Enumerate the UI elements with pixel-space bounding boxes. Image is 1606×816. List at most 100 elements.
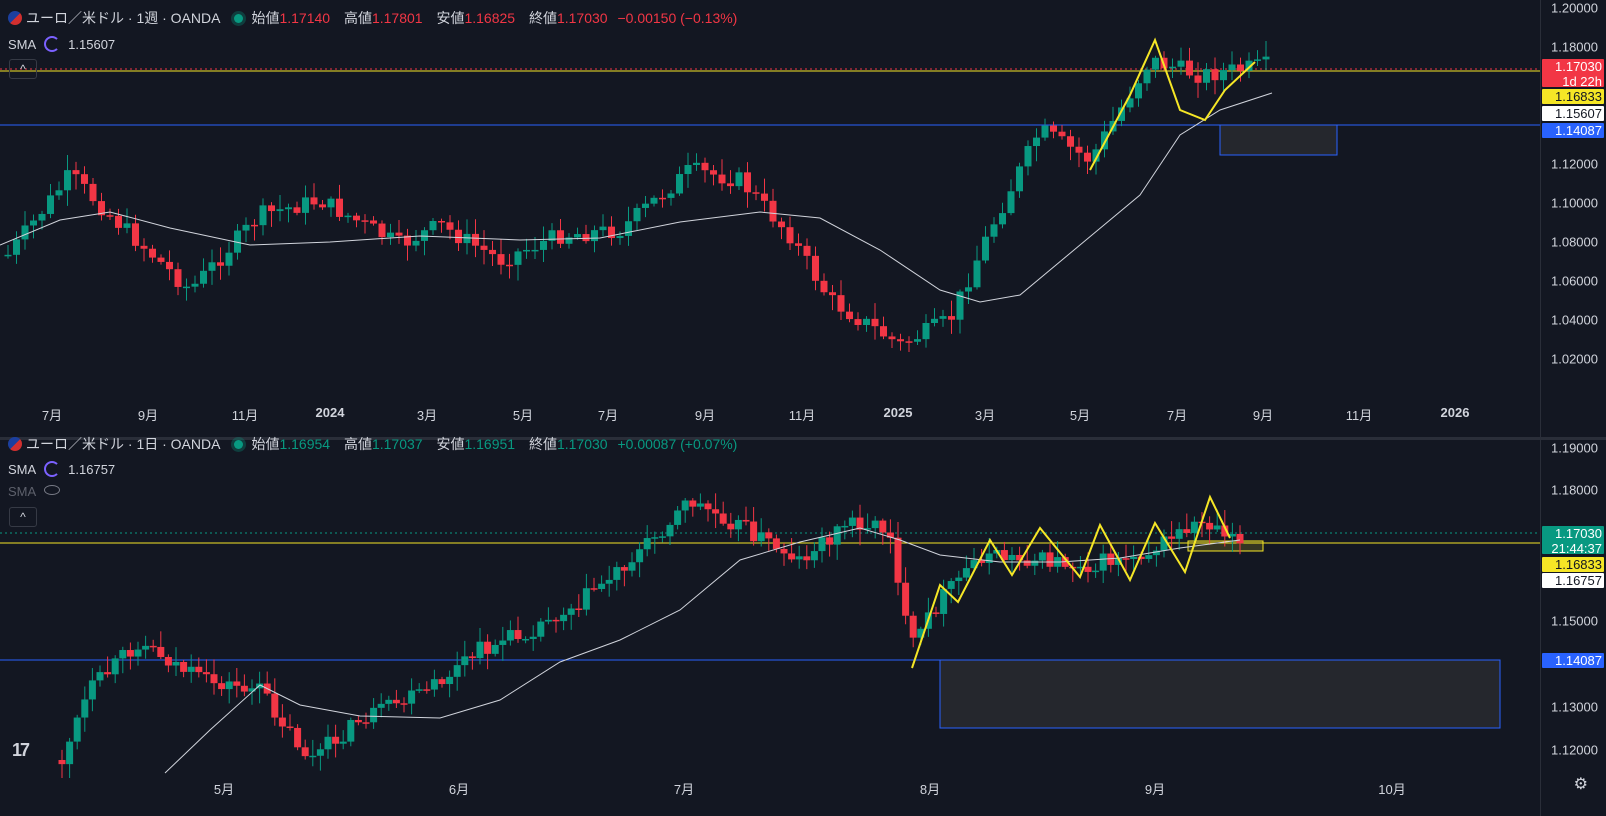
eye-hidden-icon[interactable]: [44, 485, 61, 495]
daily-candle: [582, 588, 590, 610]
daily-candle: [324, 736, 332, 750]
weekly-zigzag-drawing: [1089, 37, 1256, 171]
symbol-title[interactable]: ユーロ／米ドル · 1週 · OANDA: [26, 10, 221, 26]
tradingview-logo-icon[interactable]: 17: [12, 740, 30, 760]
sma-settings-icon-2[interactable]: [44, 461, 61, 477]
daily-candle: [560, 614, 568, 622]
daily-candle: [453, 665, 461, 677]
weekly-candle: [752, 192, 760, 194]
sma-legend[interactable]: SMA 1.15607: [8, 36, 115, 52]
sma-settings-icon[interactable]: [44, 36, 61, 52]
weekly-candle: [183, 286, 190, 289]
daily-candle: [408, 690, 416, 704]
weekly-candle: [769, 200, 777, 222]
weekly-candle: [217, 262, 224, 266]
weekly-candle: [446, 222, 454, 230]
gear-icon[interactable]: ⚙: [1573, 776, 1588, 793]
weekly-candle: [931, 318, 938, 324]
open-value: 1.17140: [279, 10, 331, 26]
collapse-legend-button-daily[interactable]: ^: [9, 507, 37, 527]
weekly-candle: [701, 162, 709, 171]
weekly-candle: [914, 339, 921, 342]
time-tick: 3月: [416, 408, 438, 423]
daily-candle: [1084, 566, 1092, 572]
daily-candle: [1213, 525, 1221, 530]
daily-candle: [1137, 556, 1145, 559]
weekly-chart-pane[interactable]: ユーロ／米ドル · 1週 · OANDA 始値1.17140 高値1.17801 …: [0, 0, 1606, 437]
daily-candle: [1107, 553, 1115, 565]
time-tick: 5月: [512, 408, 534, 423]
last-price-value-daily: 1.17030: [1555, 526, 1602, 541]
weekly-candle: [761, 193, 768, 201]
daily-candle: [833, 526, 841, 545]
daily-candle: [575, 608, 583, 611]
daily-candle: [1092, 570, 1100, 573]
weekly-candle: [225, 252, 233, 266]
sma-hidden-legend[interactable]: SMA: [8, 484, 61, 499]
daily-candle: [134, 649, 142, 657]
daily-price-scale[interactable]: 1.17030 21:44:37 1.16833 1.16757 1.14087…: [1540, 440, 1606, 816]
daily-candle: [962, 568, 970, 578]
weekly-candle: [404, 235, 411, 246]
daily-candle: [1016, 554, 1024, 561]
daily-candle: [947, 581, 955, 589]
weekly-candle: [1220, 70, 1227, 81]
daily-candle: [932, 612, 940, 614]
daily-candle: [795, 556, 803, 560]
daily-candle: [902, 582, 910, 616]
weekly-candle: [276, 209, 284, 212]
sma-legend-daily[interactable]: SMA 1.16757: [8, 461, 115, 477]
sma-value: 1.15607: [68, 37, 116, 52]
weekly-candle: [557, 230, 564, 244]
daily-chart-pane[interactable]: ユーロ／米ドル · 1日 · OANDA 始値1.16954 高値1.17037 …: [0, 436, 1606, 816]
time-tick: 7月: [41, 408, 63, 423]
weekly-candles-plot[interactable]: [0, 0, 1540, 405]
daily-candle: [567, 608, 575, 615]
blue-line-tag-daily: 1.14087: [1542, 653, 1604, 668]
daily-candle: [712, 509, 720, 514]
daily-candles-plot[interactable]: [0, 440, 1540, 778]
price-tick: 1.08000: [1551, 234, 1598, 250]
daily-candle: [332, 736, 340, 744]
time-tick: 7月: [1166, 408, 1188, 423]
pane-divider[interactable]: [0, 437, 1606, 440]
daily-candle: [894, 537, 902, 583]
weekly-candle: [693, 162, 700, 166]
weekly-candle: [387, 232, 394, 238]
daily-candle: [468, 656, 476, 659]
daily-candle: [1023, 560, 1031, 566]
daily-candle: [696, 503, 704, 507]
daily-candle: [172, 661, 180, 666]
weekly-candle: [880, 326, 887, 337]
daily-candle: [1130, 556, 1138, 560]
daily-candle: [1099, 553, 1107, 571]
price-tick: 1.12000: [1551, 156, 1598, 172]
time-tick: 9月: [137, 408, 159, 423]
daily-candle: [841, 525, 849, 528]
weekly-time-axis[interactable]: 7月 9月 11月 2024 3月 5月 7月 9月 11月 2025 3月 5月 7月 9月 11月 202…: [0, 402, 1540, 424]
daily-candle: [643, 538, 651, 550]
symbol-title-daily[interactable]: ユーロ／米ドル · 1日 · OANDA: [26, 436, 221, 452]
weekly-candle: [863, 318, 870, 325]
daily-candle: [1221, 525, 1229, 537]
weekly-candle: [1169, 66, 1176, 69]
weekly-candle: [268, 205, 275, 212]
last-price-tag: 1.17030 1d 22h: [1542, 59, 1604, 89]
weekly-candle: [1033, 137, 1040, 147]
blue-zone-box-daily: [939, 659, 1501, 729]
weekly-candle: [939, 316, 947, 319]
low-label-daily: 安値: [436, 436, 465, 452]
weekly-candle: [684, 165, 692, 175]
daily-candle: [1114, 558, 1122, 565]
daily-time-axis[interactable]: 5月 6月 7月 8月 9月 10月: [0, 776, 1540, 798]
daily-candle: [757, 532, 765, 542]
daily-candle: [917, 628, 925, 638]
high-value-daily: 1.17037: [371, 436, 423, 452]
weekly-price-scale[interactable]: 1.17030 1d 22h 1.16833 1.15607 1.14087 1…: [1540, 0, 1606, 437]
weekly-candle: [259, 205, 267, 226]
daily-candle: [544, 619, 552, 622]
collapse-legend-button[interactable]: ^: [9, 59, 37, 79]
weekly-candle: [710, 170, 717, 175]
daily-candle: [126, 650, 134, 657]
time-tick: 2026: [1440, 405, 1470, 420]
